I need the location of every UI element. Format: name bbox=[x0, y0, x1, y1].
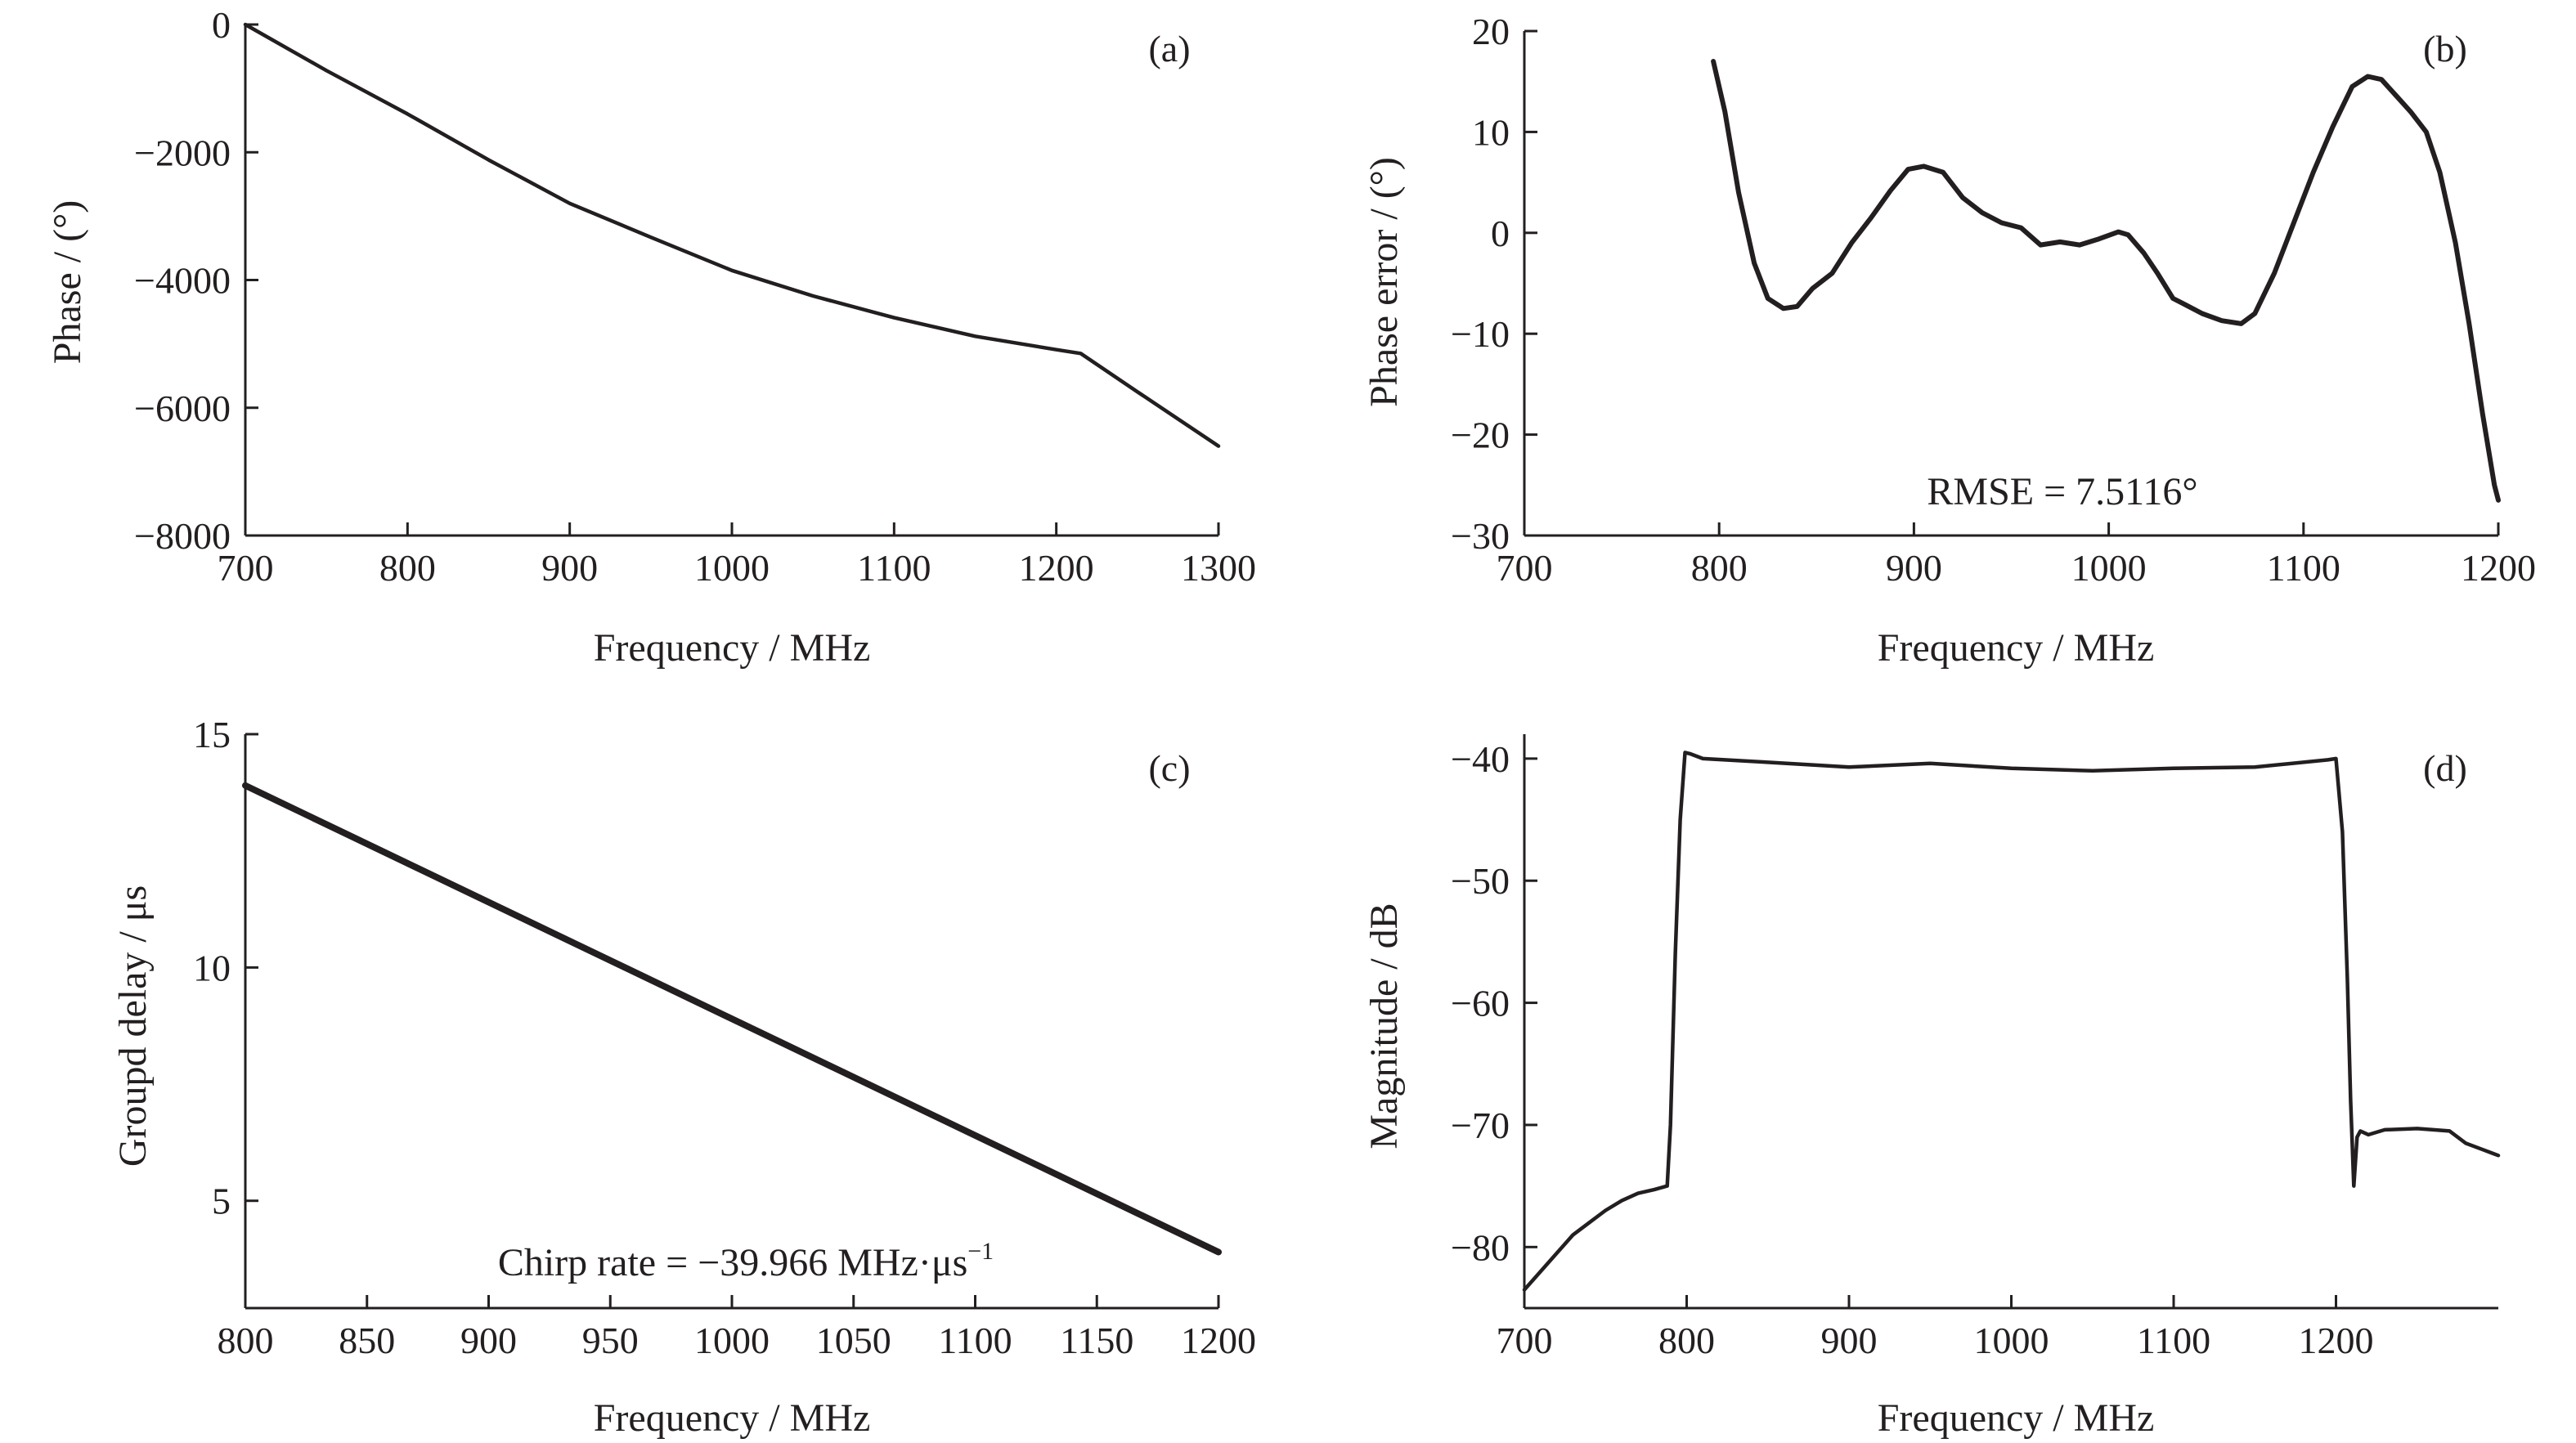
panel-b-x-axis-title: Frequency / MHz bbox=[1878, 626, 2155, 670]
panel-a-x-tick-label: 1000 bbox=[694, 547, 770, 589]
panel-d-magnitude-chart: (d) Frequency / MHz Magnitude / dB 700 80… bbox=[1362, 734, 2501, 1440]
panel-a-y-tick-label: −8000 bbox=[134, 515, 231, 557]
panel-c-x-axis-title: Frequency / MHz bbox=[594, 1396, 871, 1440]
panel-b-y-tick-label: 10 bbox=[1472, 111, 1510, 153]
panel-a-x-tick-label: 1200 bbox=[1019, 547, 1094, 589]
panel-d-x-tick-label: 1100 bbox=[2137, 1320, 2210, 1361]
panel-c-x-tick-label: 1100 bbox=[938, 1320, 1012, 1361]
panel-d-series-line bbox=[1522, 751, 2501, 1292]
panel-b-label: (b) bbox=[2423, 28, 2467, 69]
panel-c-x-tick-label: 1000 bbox=[694, 1320, 770, 1361]
panel-a-label: (a) bbox=[1148, 28, 1190, 69]
panel-b-series-line bbox=[1711, 59, 2501, 503]
panel-b-rmse-annotation: RMSE = 7.5116° bbox=[1927, 470, 2197, 513]
panel-d-y-axis-title: Magnitude / dB bbox=[1362, 903, 1406, 1149]
panel-c-label: (c) bbox=[1148, 747, 1190, 789]
panel-d-y-tick-label: −80 bbox=[1451, 1226, 1510, 1268]
panel-b-x-tick-label: 1000 bbox=[2071, 547, 2147, 589]
panel-c-x-tick-label: 900 bbox=[460, 1320, 517, 1361]
panel-a-y-tick-label: −2000 bbox=[134, 132, 231, 173]
panel-a-y-axis-title: Phase / (°) bbox=[46, 200, 89, 364]
panel-a-y-tick-label: −6000 bbox=[134, 388, 231, 429]
panel-d-x-axis-title: Frequency / MHz bbox=[1878, 1396, 2155, 1440]
panel-b-y-tick-label: 20 bbox=[1472, 11, 1510, 52]
panel-c-chirp-rate-exponent: −1 bbox=[967, 1238, 994, 1265]
panel-a-x-tick-label: 700 bbox=[218, 547, 274, 589]
panel-b-y-tick-label: −20 bbox=[1451, 415, 1510, 456]
panel-d-x-tick-label: 800 bbox=[1658, 1320, 1715, 1361]
panel-b-x-tick-label: 700 bbox=[1497, 547, 1553, 589]
panel-c-y-axis-title: Groupd delay / μs bbox=[111, 885, 155, 1167]
panel-c-x-tick-label: 950 bbox=[582, 1320, 639, 1361]
panel-c-chirp-rate-annotation: Chirp rate = −39.966 MHz·μs−1 bbox=[498, 1238, 994, 1284]
panel-a-y-tick-label: 0 bbox=[212, 4, 231, 46]
panel-c-y-tick-label: 15 bbox=[193, 714, 231, 755]
panel-a-x-tick-label: 800 bbox=[379, 547, 436, 589]
panel-c-chirp-rate-main: Chirp rate = −39.966 MHz·μs bbox=[498, 1241, 967, 1284]
panel-a-phase-chart: (a) Frequency / MHz Phase / (°) 700 800 90… bbox=[46, 4, 1256, 670]
panel-b-x-tick-label: 1100 bbox=[2267, 547, 2340, 589]
panel-d-y-tick-label: −70 bbox=[1451, 1105, 1510, 1146]
panel-a-x-tick-label: 1100 bbox=[857, 547, 931, 589]
panel-a-x-tick-label: 1300 bbox=[1181, 547, 1256, 589]
panel-c-y-tick-label: 5 bbox=[212, 1181, 231, 1222]
panel-b-y-axis-title: Phase error / (°) bbox=[1362, 157, 1406, 407]
panel-b-y-tick-label: 0 bbox=[1491, 213, 1510, 254]
panel-d-y-tick-label: −50 bbox=[1451, 860, 1510, 902]
panel-b-y-tick-label: −10 bbox=[1451, 313, 1510, 355]
panel-c-x-tick-label: 1050 bbox=[816, 1320, 891, 1361]
panel-c-group-delay-chart: (c) Frequency / MHz Groupd delay / μs Ch… bbox=[111, 714, 1256, 1440]
panel-b-x-tick-label: 1200 bbox=[2461, 547, 2536, 589]
panel-d-x-tick-label: 900 bbox=[1821, 1320, 1878, 1361]
panel-a-y-tick-label: −4000 bbox=[134, 260, 231, 302]
panel-c-x-tick-label: 800 bbox=[218, 1320, 274, 1361]
panel-a-x-axis-title: Frequency / MHz bbox=[594, 626, 871, 670]
panel-c-y-tick-label: 10 bbox=[193, 947, 231, 988]
panel-d-x-tick-label: 700 bbox=[1497, 1320, 1553, 1361]
panel-c-x-tick-label: 1150 bbox=[1060, 1320, 1133, 1361]
panel-c-x-tick-label: 850 bbox=[339, 1320, 395, 1361]
panel-d-x-tick-label: 1000 bbox=[1974, 1320, 2049, 1361]
panel-b-phase-error-chart: (b) Frequency / MHz Phase error / (°) RM… bbox=[1362, 11, 2536, 670]
panel-c-x-tick-label: 1200 bbox=[1181, 1320, 1256, 1361]
panel-a-x-tick-label: 900 bbox=[541, 547, 598, 589]
panel-b-x-tick-label: 800 bbox=[1691, 547, 1748, 589]
panel-d-y-tick-label: −60 bbox=[1451, 983, 1510, 1024]
panel-d-label: (d) bbox=[2423, 747, 2467, 789]
panel-d-y-tick-label: −40 bbox=[1451, 738, 1510, 780]
panel-b-y-tick-label: −30 bbox=[1451, 515, 1510, 557]
panel-a-series-line bbox=[243, 22, 1221, 448]
panel-d-x-tick-label: 1200 bbox=[2299, 1320, 2374, 1361]
panel-b-x-tick-label: 900 bbox=[1886, 547, 1942, 589]
panel-c-series-line bbox=[242, 782, 1222, 1256]
